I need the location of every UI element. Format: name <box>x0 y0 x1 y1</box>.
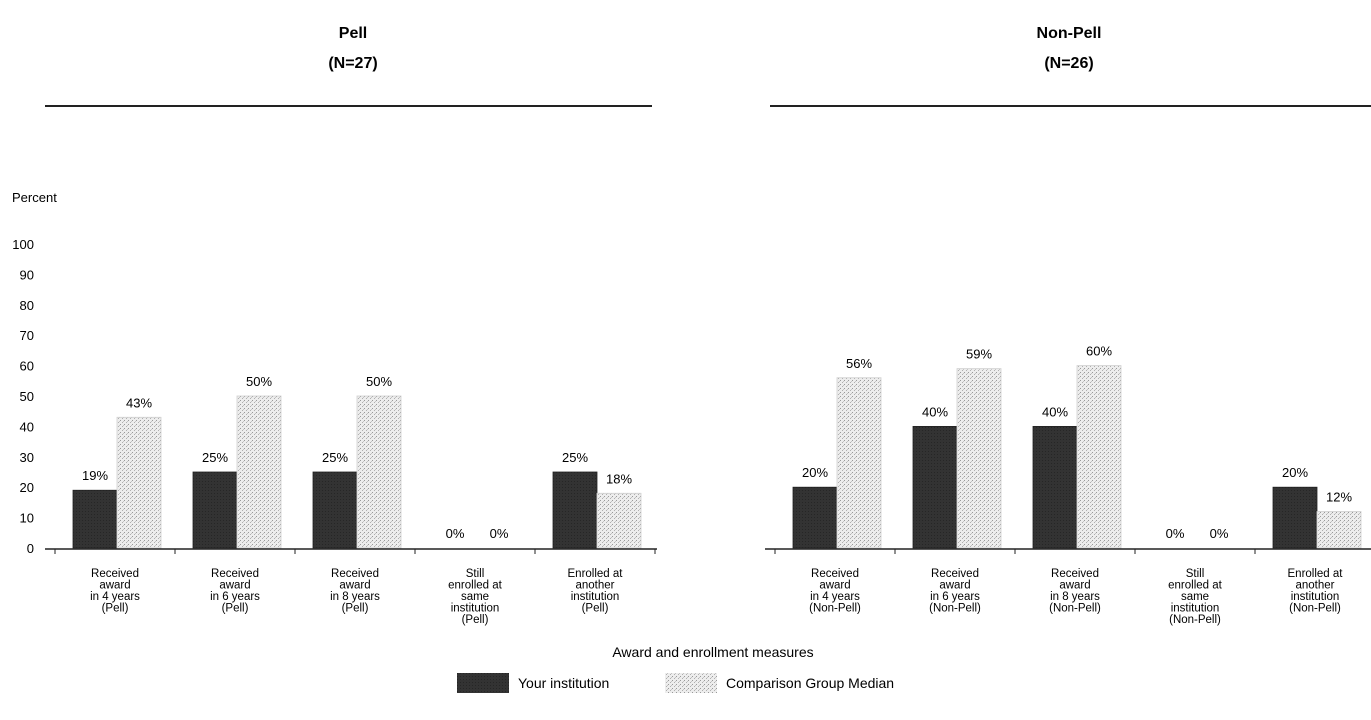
bar-your-institution <box>72 489 118 549</box>
bar-comparison <box>236 395 282 549</box>
y-tick-label: 60 <box>20 359 34 374</box>
group-n-nonpell: (N=26) <box>1044 55 1093 72</box>
data-label: 43% <box>126 395 152 410</box>
bar-your-institution <box>1032 425 1078 549</box>
category-label: Received award in 8 years (Pell) <box>330 568 380 615</box>
data-label: 0% <box>446 526 465 541</box>
data-label: 19% <box>82 468 108 483</box>
category-label: Received award in 8 years (Non-Pell) <box>1049 568 1101 615</box>
data-label: 59% <box>966 347 992 362</box>
data-label: 0% <box>1210 526 1229 541</box>
bar-your-institution <box>1272 486 1318 549</box>
y-tick-label: 80 <box>20 298 34 313</box>
bar-your-institution <box>912 425 958 549</box>
bar-comparison <box>116 416 162 549</box>
category-label: Enrolled at another institution (Pell) <box>568 568 624 615</box>
category-label: Received award in 6 years (Non-Pell) <box>929 568 981 615</box>
legend-label-comparison: Comparison Group Median <box>726 675 894 691</box>
y-tick-label: 20 <box>20 480 34 495</box>
y-tick-label: 30 <box>20 450 34 465</box>
data-label: 40% <box>922 404 948 419</box>
bar-comparison <box>836 377 882 549</box>
y-tick-label: 40 <box>20 419 34 434</box>
legend-swatch-comparison <box>665 673 717 693</box>
category-label: Still enrolled at same institution (Pell) <box>448 568 503 626</box>
data-labels: 19% 43% 25% 50% 25% 50% 0% 0% 25% 18% 20% 56% 40% 59%… <box>82 344 1352 541</box>
data-label: 0% <box>490 526 509 541</box>
data-label: 50% <box>366 374 392 389</box>
y-tick-label: 100 <box>12 237 34 252</box>
bar-your-institution <box>552 471 598 549</box>
bar-comparison <box>1076 365 1122 549</box>
category-label: Received award in 4 years (Pell) <box>90 568 140 615</box>
y-tick-label: 50 <box>20 389 34 404</box>
data-label: 20% <box>802 465 828 480</box>
y-tick-label: 70 <box>20 328 34 343</box>
y-tick-label: 90 <box>20 267 34 282</box>
bar-your-institution <box>312 471 358 549</box>
y-tick-label: 10 <box>20 511 34 526</box>
data-label: 60% <box>1086 344 1112 359</box>
legend: Your institution Comparison Group Median <box>457 673 894 693</box>
bar-comparison <box>356 395 402 549</box>
group-title-nonpell: Non-Pell <box>1037 25 1102 42</box>
legend-label-your-institution: Your institution <box>518 675 609 691</box>
group-n-pell: (N=27) <box>328 55 377 72</box>
data-label: 0% <box>1166 526 1185 541</box>
category-label: Received award in 6 years (Pell) <box>210 568 260 615</box>
data-label: 50% <box>246 374 272 389</box>
data-label: 25% <box>202 450 228 465</box>
bar-your-institution <box>792 486 838 549</box>
data-label: 56% <box>846 356 872 371</box>
data-label: 40% <box>1042 404 1068 419</box>
legend-swatch-your-institution <box>457 673 509 693</box>
bar-comparison <box>596 492 642 549</box>
bars <box>72 365 1362 549</box>
category-label: Enrolled at another institution (Non-Pell) <box>1288 568 1344 615</box>
category-label: Received award in 4 years (Non-Pell) <box>809 568 861 615</box>
data-label: 25% <box>322 450 348 465</box>
category-label: Still enrolled at same institution (Non-Pell… <box>1168 568 1223 626</box>
data-label: 25% <box>562 450 588 465</box>
category-labels: Received award in 4 years (Pell) Received awa… <box>90 568 1343 626</box>
data-label: 12% <box>1326 490 1352 505</box>
y-tick-label: 0 <box>27 541 34 556</box>
y-ticks: 0 10 20 30 40 50 60 70 80 90 100 <box>12 237 34 556</box>
group-title-pell: Pell <box>339 25 367 42</box>
data-label: 20% <box>1282 465 1308 480</box>
data-label: 18% <box>606 471 632 486</box>
bar-comparison <box>1316 511 1362 549</box>
x-axis <box>45 548 1371 554</box>
bar-your-institution <box>192 471 238 549</box>
y-axis-label: Percent <box>12 190 57 205</box>
bar-comparison <box>956 368 1002 549</box>
x-axis-title: Award and enrollment measures <box>612 644 813 660</box>
